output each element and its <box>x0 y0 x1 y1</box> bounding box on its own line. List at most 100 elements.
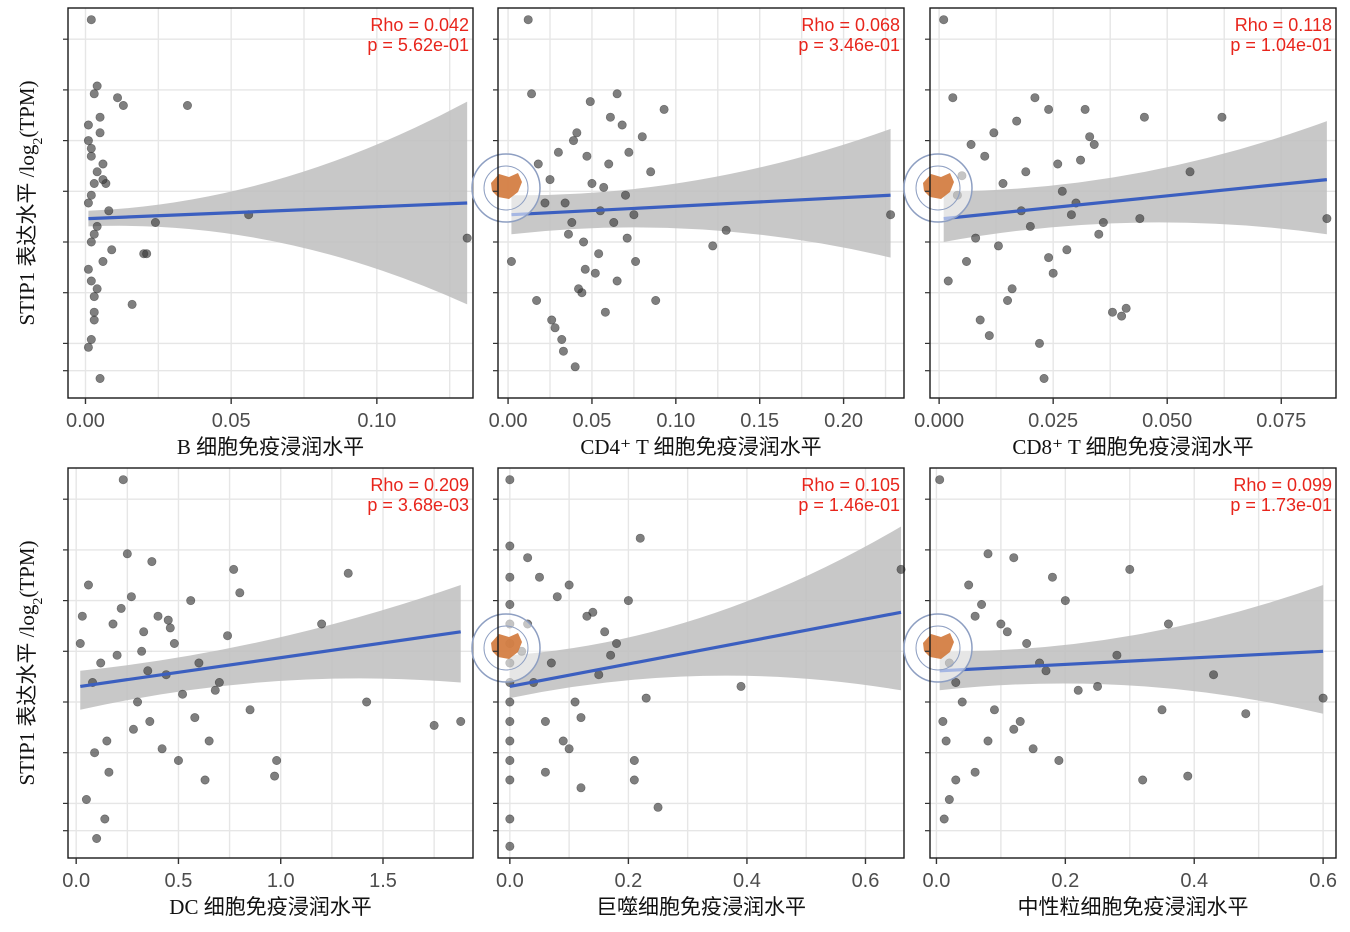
y-axis-label-row-1: STIP1 表达水平 /log2(TPM) <box>15 80 46 325</box>
data-point <box>83 136 93 146</box>
data-point <box>984 331 994 341</box>
data-point <box>966 140 976 150</box>
data-point <box>92 221 102 231</box>
data-point <box>1009 724 1019 734</box>
data-point <box>1117 311 1127 321</box>
data-point <box>600 307 610 317</box>
data-point <box>1107 307 1117 317</box>
data-point <box>182 101 192 111</box>
regression-line <box>511 193 891 217</box>
data-point <box>92 284 102 294</box>
data-point <box>629 775 639 785</box>
data-point <box>505 775 515 785</box>
data-point <box>1062 245 1072 255</box>
data-point <box>951 677 961 687</box>
data-point <box>993 241 1003 251</box>
data-point <box>86 15 96 25</box>
data-point <box>1041 666 1051 676</box>
data-point <box>98 256 108 266</box>
data-point <box>317 619 327 629</box>
data-point <box>938 716 948 726</box>
data-point <box>1085 132 1095 142</box>
data-point <box>1089 140 1099 150</box>
data-point <box>604 159 614 169</box>
confidence-band <box>80 585 461 710</box>
data-point <box>624 147 634 157</box>
data-point <box>941 736 951 746</box>
data-point <box>90 748 100 758</box>
data-point <box>635 533 645 543</box>
data-point <box>989 705 999 715</box>
data-point <box>612 89 622 99</box>
data-point <box>590 268 600 278</box>
data-point <box>505 755 515 765</box>
rho-annotation: Rho = 0.209 <box>370 475 469 495</box>
x-tick-label: 0.00 <box>489 410 528 432</box>
data-point <box>100 814 110 824</box>
data-point <box>86 276 96 286</box>
plot-frame <box>929 467 1337 859</box>
data-point <box>83 120 93 130</box>
data-point <box>95 373 105 383</box>
x-tick-label: 0.0 <box>496 870 524 892</box>
rho-annotation: Rho = 0.118 <box>1235 15 1332 35</box>
data-point <box>150 218 160 228</box>
x-tick-label: 0.000 <box>914 410 964 432</box>
data-point <box>576 783 586 793</box>
x-axis-label: B 细胞免疫浸润水平 <box>177 435 364 459</box>
data-point <box>505 697 515 707</box>
data-point <box>606 650 616 660</box>
data-point <box>229 564 239 574</box>
data-point <box>1094 229 1104 239</box>
plot-frame <box>497 467 905 859</box>
data-point <box>92 833 102 843</box>
x-tick-label: 0.00 <box>66 410 105 432</box>
data-point <box>81 794 91 804</box>
data-point <box>98 175 108 185</box>
data-point <box>964 580 974 590</box>
data-point <box>89 315 99 325</box>
data-point <box>1012 116 1022 126</box>
data-point <box>1073 685 1083 695</box>
data-point <box>89 307 99 317</box>
data-point <box>971 233 981 243</box>
data-point <box>587 179 597 189</box>
p-value-annotation: p = 1.46e-01 <box>798 495 900 515</box>
data-point <box>86 334 96 344</box>
data-point <box>505 599 515 609</box>
data-point <box>1044 104 1054 114</box>
data-point <box>1093 681 1103 691</box>
data-point <box>585 97 595 107</box>
data-point <box>641 693 651 703</box>
confidence-band <box>511 128 891 258</box>
data-point <box>204 736 214 746</box>
data-point <box>96 658 106 668</box>
x-tick-label: 0.6 <box>1309 870 1337 892</box>
data-point <box>576 713 586 723</box>
data-point <box>77 611 87 621</box>
data-point <box>95 128 105 138</box>
data-point <box>570 697 580 707</box>
data-point <box>147 557 157 567</box>
data-point <box>1002 627 1012 637</box>
association-seal-icon <box>471 153 541 223</box>
data-point <box>621 190 631 200</box>
data-point <box>553 147 563 157</box>
data-point <box>145 716 155 726</box>
data-point <box>1322 214 1332 224</box>
regression-line <box>939 649 1324 673</box>
data-point <box>957 697 967 707</box>
data-point <box>108 619 118 629</box>
data-point <box>169 638 179 648</box>
data-point <box>547 315 557 325</box>
data-point <box>128 724 138 734</box>
data-point <box>223 631 233 641</box>
data-point <box>178 689 188 699</box>
data-point <box>1098 218 1108 228</box>
data-point <box>540 716 550 726</box>
x-tick-label: 0.20 <box>824 410 863 432</box>
data-point <box>429 720 439 730</box>
data-point <box>272 755 282 765</box>
data-point <box>977 599 987 609</box>
